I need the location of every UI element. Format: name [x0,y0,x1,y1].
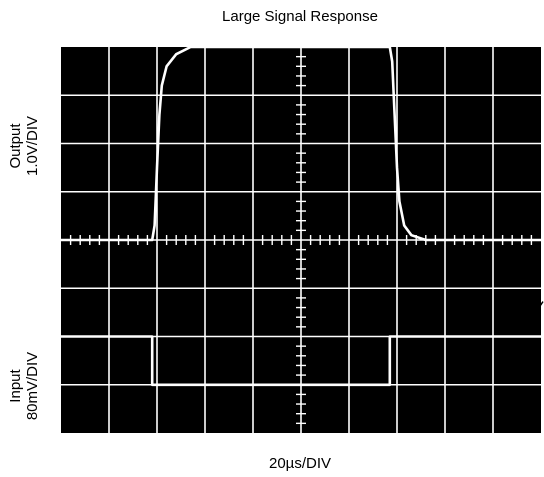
x-axis-label: 20µs/DIV [269,455,331,472]
axis-break-mark [62,301,72,314]
waveform-traces [59,45,543,387]
chart-title: Large Signal Response [222,8,378,25]
output-trace [59,45,543,242]
axis-break-mark [530,301,540,314]
axis-break-mark [534,301,544,314]
axis-break-marks [62,301,544,314]
input-trace [59,335,543,387]
axis-break-mark [66,301,76,314]
